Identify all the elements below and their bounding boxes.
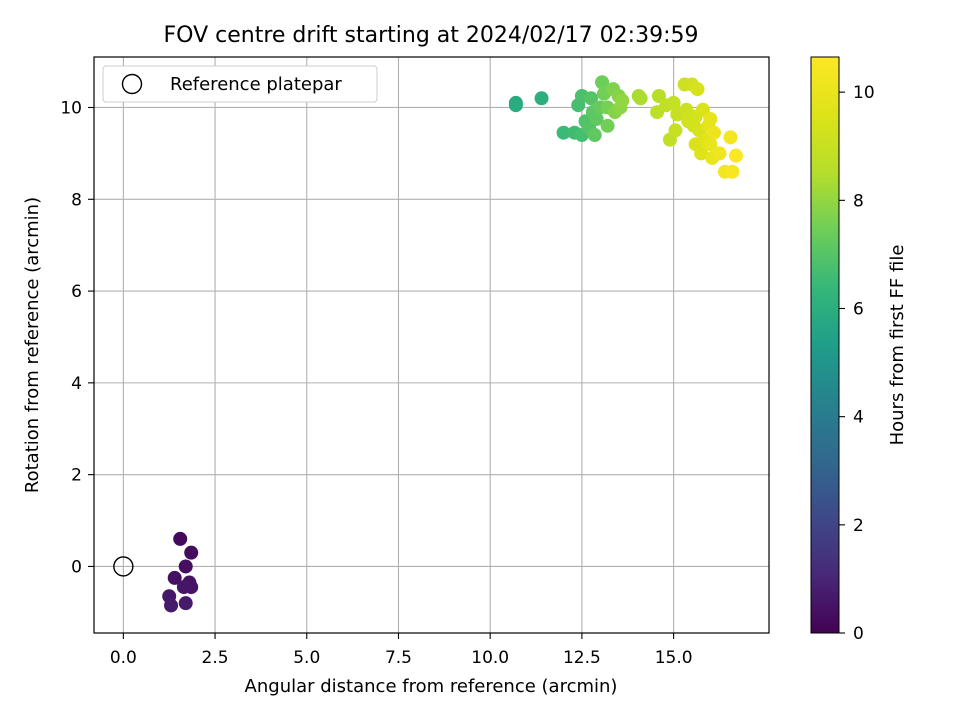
x-tick-label: 12.5 bbox=[563, 648, 601, 668]
y-tick-label: 6 bbox=[71, 282, 82, 302]
y-tick-label: 2 bbox=[71, 466, 82, 486]
y-tick-label: 10 bbox=[60, 98, 82, 118]
y-tick-label: 8 bbox=[71, 190, 82, 210]
data-point bbox=[600, 118, 615, 133]
data-point bbox=[587, 128, 602, 143]
data-point bbox=[164, 598, 179, 613]
data-point bbox=[706, 125, 721, 140]
colorbar-gradient bbox=[810, 56, 840, 634]
data-point bbox=[184, 545, 199, 560]
colorbar-tick-label: 4 bbox=[853, 408, 864, 428]
x-tick-label: 5.0 bbox=[293, 648, 320, 668]
data-point bbox=[178, 596, 193, 611]
plot-frame bbox=[93, 56, 770, 634]
data-point bbox=[173, 531, 188, 546]
data-point bbox=[176, 580, 191, 595]
colorbar-ticks: 0 2 4 6 8 10 bbox=[839, 83, 875, 644]
colorbar: 0 2 4 6 8 10 Hours from first FF file bbox=[810, 56, 908, 644]
y-tick-label: 4 bbox=[71, 374, 82, 394]
data-point bbox=[703, 137, 718, 152]
reference-marker-layer bbox=[113, 556, 134, 577]
reference-platepar-marker bbox=[113, 556, 134, 577]
data-point bbox=[508, 98, 523, 113]
x-tick-label: 0.0 bbox=[110, 648, 137, 668]
data-point bbox=[723, 130, 738, 145]
data-point bbox=[668, 123, 683, 138]
x-tick-label: 10.0 bbox=[471, 648, 509, 668]
data-point bbox=[167, 570, 182, 585]
data-point bbox=[589, 111, 604, 126]
data-point bbox=[615, 93, 630, 108]
data-point bbox=[690, 82, 705, 97]
data-point bbox=[595, 75, 610, 90]
y-tick-label: 0 bbox=[71, 557, 82, 577]
legend: Reference platepar bbox=[102, 65, 378, 103]
legend-label: Reference platepar bbox=[170, 74, 342, 95]
data-point bbox=[703, 111, 718, 126]
x-tick-label: 2.5 bbox=[202, 648, 229, 668]
data-point bbox=[712, 146, 727, 161]
x-tick-label: 7.5 bbox=[385, 648, 412, 668]
data-points bbox=[162, 75, 743, 613]
data-point bbox=[666, 95, 681, 110]
colorbar-tick-label: 10 bbox=[853, 83, 875, 103]
data-point bbox=[725, 164, 740, 179]
y-axis-label: Rotation from reference (arcmin) bbox=[22, 197, 43, 493]
x-axis-label: Angular distance from reference (arcmin) bbox=[245, 676, 618, 697]
data-point bbox=[694, 146, 709, 161]
x-tick-label: 15.0 bbox=[655, 648, 693, 668]
data-point bbox=[633, 91, 648, 106]
legend-marker-icon bbox=[121, 73, 143, 95]
legend-box bbox=[102, 65, 378, 103]
colorbar-tick-label: 6 bbox=[853, 299, 864, 319]
colorbar-tick-label: 8 bbox=[853, 191, 864, 211]
x-axis-ticks: 0.0 2.5 5.0 7.5 10.0 12.5 15.0 bbox=[110, 633, 693, 668]
data-point bbox=[556, 125, 571, 140]
data-point bbox=[728, 148, 743, 163]
colorbar-tick-label: 2 bbox=[853, 516, 864, 536]
data-point bbox=[534, 91, 549, 106]
chart-title: FOV centre drift starting at 2024/02/17 … bbox=[164, 23, 699, 48]
colorbar-label: Hours from first FF file bbox=[887, 245, 908, 446]
colorbar-tick-label: 0 bbox=[853, 624, 864, 644]
data-point bbox=[584, 91, 599, 106]
data-point bbox=[178, 559, 193, 574]
y-axis-ticks: 0 2 4 6 8 10 bbox=[60, 98, 94, 577]
